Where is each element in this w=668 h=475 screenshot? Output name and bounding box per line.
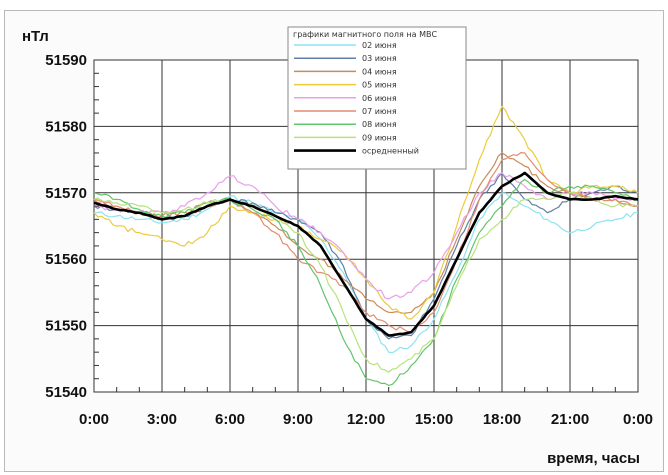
x-tick-label: 0:00 [623,411,653,428]
x-tick-label: 15:00 [415,411,453,428]
y-tick-label: 51540 [45,384,87,401]
legend-label: 04 июня [362,67,397,76]
legend-label: 05 июня [362,81,397,90]
legend-label: осредненный [362,147,419,156]
legend-label: 09 июня [362,133,397,142]
axes: 51540 51550 51560 51570 51580 51590 0:00 3:00 6:… [45,52,653,428]
series-line [93,171,639,337]
y-tick-label: 51550 [45,318,87,335]
legend-label: 03 июня [362,54,397,63]
y-tick-label: 51560 [45,251,87,268]
series-lines [93,105,639,386]
x-tick-label: 3:00 [147,411,177,428]
x-tick-label: 18:00 [483,411,521,428]
x-axis-title: время, часы [547,450,640,467]
legend: графики магнитного поля на МВС 02 июня 03… [287,26,467,170]
legend-label: 07 июня [362,107,397,116]
legend-label: 06 июня [362,94,397,103]
x-tick-label: 21:00 [551,411,589,428]
y-tick-label: 51580 [45,118,87,135]
legend-label: 08 июня [362,120,397,129]
series-line [93,191,639,373]
y-axis-title: нТл [22,28,49,45]
x-tick-label: 0:00 [79,411,109,428]
x-tick-label: 9:00 [283,411,313,428]
x-tick-label: 6:00 [215,411,245,428]
x-tick-label: 12:00 [347,411,385,428]
legend-label: 02 июня [362,41,397,50]
y-tick-label: 51570 [45,185,87,202]
legend-title: графики магнитного поля на МВС [293,30,437,39]
y-tick-label: 51590 [45,52,87,69]
